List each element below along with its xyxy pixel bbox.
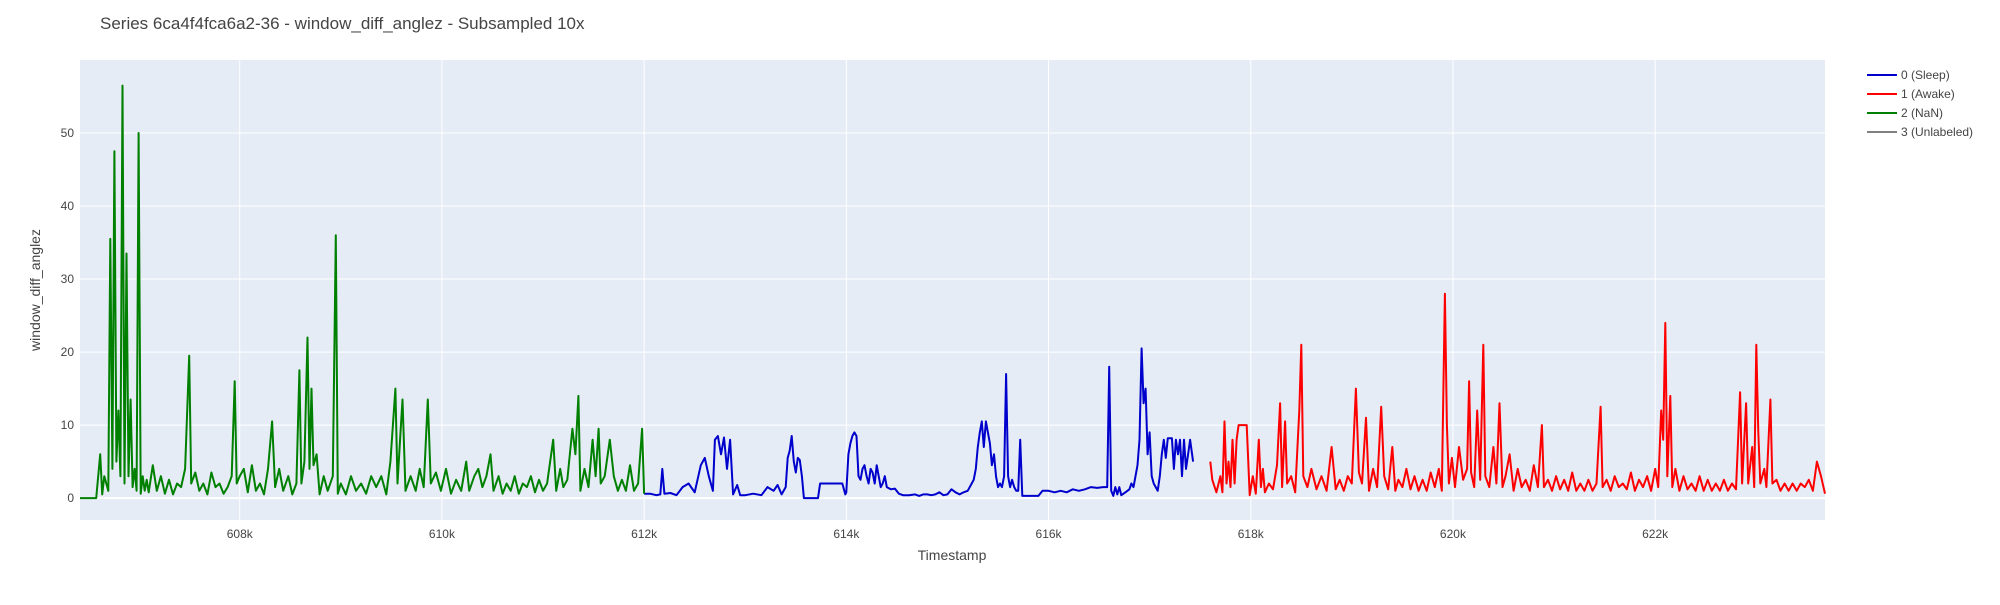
legend-label: 2 (NaN): [1901, 106, 1943, 120]
y-tick-label: 50: [61, 126, 75, 140]
legend[interactable]: 0 (Sleep) 1 (Awake) 2 (NaN) 3 (Unlabeled): [1867, 68, 1973, 139]
legend-item[interactable]: 1 (Awake): [1867, 87, 1955, 101]
plot-area: [80, 60, 1825, 520]
legend-item[interactable]: 3 (Unlabeled): [1867, 125, 1973, 139]
y-tick-label: 40: [61, 199, 75, 213]
y-tick-label: 30: [61, 272, 75, 286]
y-tick-label: 10: [61, 418, 75, 432]
x-tick-label: 614k: [833, 527, 860, 541]
x-tick-label: 608k: [227, 527, 254, 541]
x-axis-ticks: 608k 610k 612k 614k 616k 618k 620k 622k: [227, 527, 1669, 541]
legend-item[interactable]: 0 (Sleep): [1867, 68, 1950, 82]
y-axis-title: window_diff_anglez: [27, 229, 43, 352]
x-tick-label: 616k: [1036, 527, 1063, 541]
y-axis-ticks: 0 10 20 30 40 50: [61, 126, 75, 505]
legend-label: 3 (Unlabeled): [1901, 125, 1973, 139]
grid: [80, 60, 1825, 520]
y-tick-label: 0: [67, 491, 74, 505]
legend-label: 1 (Awake): [1901, 87, 1955, 101]
x-tick-label: 610k: [429, 527, 456, 541]
chart-title: Series 6ca4f4fca6a2-36 - window_diff_ang…: [100, 14, 585, 33]
x-tick-label: 612k: [631, 527, 658, 541]
series-line: [1209, 292, 1826, 497]
y-tick-label: 20: [61, 345, 75, 359]
legend-label: 0 (Sleep): [1901, 68, 1950, 82]
x-tick-label: 620k: [1440, 527, 1467, 541]
series-line: [644, 347, 1195, 500]
series-lines: [80, 84, 1826, 500]
legend-item[interactable]: 2 (NaN): [1867, 106, 1943, 120]
series-line: [80, 84, 646, 500]
x-tick-label: 618k: [1238, 527, 1265, 541]
x-tick-label: 622k: [1642, 527, 1669, 541]
x-axis-title: Timestamp: [918, 547, 987, 563]
